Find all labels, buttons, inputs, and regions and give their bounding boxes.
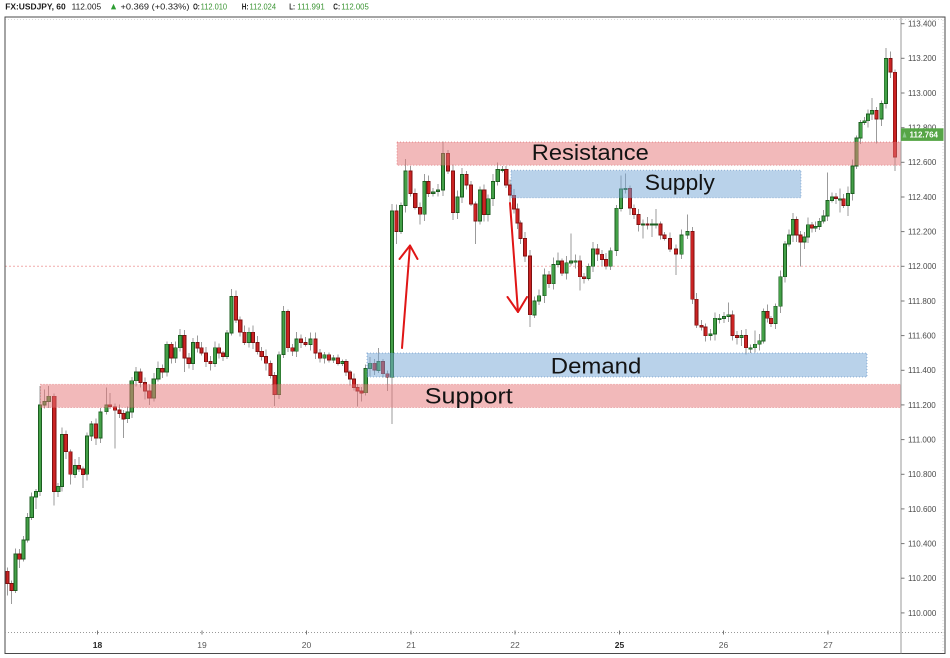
svg-text:25: 25: [615, 640, 625, 650]
svg-text:21: 21: [406, 640, 416, 650]
svg-text:111.600: 111.600: [908, 332, 936, 341]
svg-text:H:: H:: [242, 2, 249, 12]
svg-text:20: 20: [302, 640, 312, 650]
svg-text:+0.369 (+0.33%): +0.369 (+0.33%): [121, 2, 190, 12]
svg-text:112.200: 112.200: [908, 228, 937, 237]
svg-text:113.000: 113.000: [908, 89, 937, 98]
svg-text:110.800: 110.800: [908, 470, 937, 479]
svg-text:26: 26: [719, 640, 729, 650]
svg-text:112.764: 112.764: [910, 131, 939, 140]
svg-text:111.000: 111.000: [908, 436, 936, 445]
svg-text:19: 19: [197, 640, 207, 650]
svg-text:L:: L:: [289, 2, 295, 12]
svg-text:110.000: 110.000: [908, 609, 937, 618]
svg-text:Demand: Demand: [551, 353, 642, 378]
svg-text:112.010: 112.010: [201, 2, 228, 12]
svg-text:18: 18: [93, 640, 103, 650]
svg-text:111.400: 111.400: [908, 366, 936, 375]
svg-text:O:: O:: [193, 2, 200, 12]
svg-text:112.400: 112.400: [908, 193, 937, 202]
svg-text:22: 22: [510, 640, 520, 650]
svg-text:112.024: 112.024: [250, 2, 277, 12]
svg-text:110.200: 110.200: [908, 574, 937, 583]
svg-text:112.600: 112.600: [908, 158, 937, 167]
svg-text:Resistance: Resistance: [532, 140, 649, 165]
svg-text:112.005: 112.005: [341, 2, 369, 12]
svg-text:112.800: 112.800: [908, 124, 937, 133]
svg-text:112.005: 112.005: [72, 2, 102, 12]
svg-text:113.200: 113.200: [908, 54, 937, 63]
svg-text:FX:USDJPY, 60: FX:USDJPY, 60: [5, 2, 66, 12]
svg-text:Supply: Supply: [645, 170, 716, 195]
svg-text:110.400: 110.400: [908, 540, 937, 549]
svg-text:111.800: 111.800: [908, 297, 936, 306]
svg-text:113.400: 113.400: [908, 20, 937, 29]
svg-text:Support: Support: [425, 383, 514, 408]
svg-text:112.000: 112.000: [908, 262, 937, 271]
svg-text:111.991: 111.991: [297, 2, 325, 12]
svg-text:27: 27: [823, 640, 833, 650]
svg-text:110.600: 110.600: [908, 505, 937, 514]
svg-text:C:: C:: [333, 2, 340, 12]
svg-text:111.200: 111.200: [908, 401, 936, 410]
